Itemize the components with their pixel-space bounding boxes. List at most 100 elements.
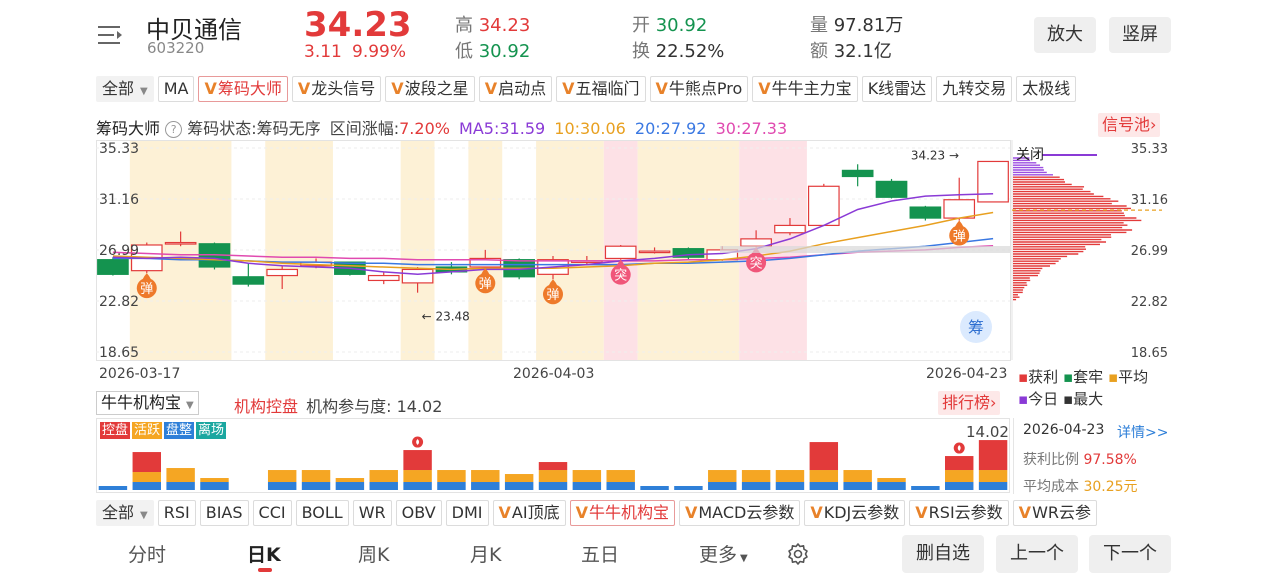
indicator-tab-3[interactable]: V波段之星 [385,76,474,102]
volume-band [720,246,1010,253]
signal-label: 突 [750,255,763,271]
signal-pool-button[interactable]: 信号池› [1098,113,1160,137]
next-stock-button[interactable]: 下一个 [1089,535,1171,573]
sub-indicator-tab-label: OBV [402,503,436,522]
signal-band [401,141,435,360]
indicator-tab-label: 筹码大师 [218,79,282,98]
tab-weekly[interactable]: 周K [358,540,389,567]
institution-bar-a [810,470,838,482]
sub-indicator-all-dropdown[interactable]: 全部 ▼ [96,500,154,526]
tab-intraday[interactable]: 分时 [128,540,166,567]
chevron-right-icon: › [1150,115,1156,134]
candle-down [98,260,128,275]
sub-indicator-tab-9[interactable]: VMACD云参数 [679,500,800,526]
candle-up [369,276,399,281]
tab-five-day[interactable]: 五日 [581,540,619,567]
indicator-tab-label: 牛牛主力宝 [772,79,852,98]
institution-bar-p [573,482,601,490]
gear-icon[interactable] [786,542,810,566]
institution-bar-a [403,470,431,482]
vip-icon: V [1019,503,1031,522]
sub-indicator-tab-1[interactable]: BIAS [200,500,249,526]
sub-indicator-tab-11[interactable]: VRSI云参数 [909,500,1008,526]
sub-indicator-tab-label: WR云参 [1032,503,1091,522]
avg-cost: 30.25元 [1083,479,1137,495]
legend-max: ▪最大 [1063,390,1103,408]
indicator-tab-1[interactable]: V筹码大师 [198,76,287,102]
indicator-tab-10[interactable]: 太极线 [1016,76,1076,102]
open-label: 开 [632,15,650,36]
institution-bar-k [403,450,431,470]
institution-bar-p [200,482,228,490]
detail-link[interactable]: 详情>> [1117,422,1168,442]
sub-indicator-tab-label: 牛牛机构宝 [589,503,669,522]
candle-up [809,186,839,225]
signal-band [265,141,333,360]
vip-icon: V [204,79,216,98]
indicator-tab-5[interactable]: V五福临门 [556,76,645,102]
indicator-tab-9[interactable]: 九转交易 [936,76,1012,102]
remove-watchlist-button[interactable]: 删自选 [902,535,984,573]
sub-indicator-tab-6[interactable]: DMI [446,500,489,526]
institution-bar-a [133,472,161,482]
tab-monthly[interactable]: 月K [470,540,501,567]
dropdown-triangle-icon: ▼ [140,510,148,521]
institution-chart[interactable] [96,418,1012,494]
institution-bar-p [674,486,702,490]
indicator-all-dropdown[interactable]: 全部 ▼ [96,76,154,102]
signal-label: 弹 [953,230,966,245]
institution-bar-p [505,482,533,490]
institution-bar-p [606,482,634,490]
sub-indicator-tab-4[interactable]: WR [353,500,392,526]
y-tick-right: 26.99 [1131,244,1168,259]
institution-bar-p [979,482,1007,490]
sub-indicator-tab-10[interactable]: VKDJ云参数 [804,500,905,526]
candle-down [876,181,906,197]
indicator-tab-4[interactable]: V启动点 [479,76,552,102]
institution-bar-k [539,462,567,470]
ranking-button[interactable]: 排行榜› [938,391,1000,415]
portrait-button[interactable]: 竖屏 [1109,17,1171,53]
signal-label: 突 [614,268,627,284]
sub-indicator-tab-8[interactable]: V牛牛机构宝 [570,500,675,526]
sub-indicator-tab-0[interactable]: RSI [158,500,196,526]
indicator-tab-8[interactable]: K线雷达 [862,76,933,102]
institution-bar-p [640,486,668,490]
zoom-button[interactable]: 放大 [1034,17,1096,53]
indicator-tab-2[interactable]: V龙头信号 [292,76,381,102]
tab-more[interactable]: 更多 ▼ [699,540,748,567]
sub-indicator-tab-2[interactable]: CCI [253,500,292,526]
institution-bar-a [505,474,533,482]
institution-bar-a [877,478,905,482]
open-value: 30.92 [656,15,708,36]
y-tick-right: 35.33 [1131,142,1168,157]
indicator-tab-6[interactable]: V牛熊点Pro [650,76,749,102]
low-value: 30.92 [479,41,531,62]
institution-bar-a [606,470,634,482]
price-change-pct: 9.99% [352,42,406,62]
price-change: 3.11 [304,42,342,62]
sub-indicator-tab-7[interactable]: VAI顶底 [493,500,566,526]
close-label: 关闭 [1016,147,1044,163]
turnover-label: 换 [632,41,650,62]
indicator-tab-label: 五福临门 [575,79,639,98]
institution-bar-p [911,486,939,490]
institution-bar-a [843,470,871,482]
dropdown-triangle-icon: ▼ [186,400,194,411]
sub-indicator-tab-5[interactable]: OBV [396,500,442,526]
volume-value: 97.81万 [834,15,904,36]
sub-indicator-tab-12[interactable]: VWR云参 [1013,500,1097,526]
help-icon[interactable]: ? [165,121,182,138]
menu-icon[interactable] [98,24,124,46]
sub-indicator-selector[interactable]: 牛牛机构宝 ▼ [96,391,199,415]
sub-indicator-tab-3[interactable]: BOLL [296,500,349,526]
indicator-tab-label: 九转交易 [942,79,1006,98]
indicator-tab-7[interactable]: V牛牛主力宝 [752,76,857,102]
sub-indicator-tab-label: WR [359,503,386,522]
high-label: 高 [455,15,473,36]
tab-daily[interactable]: 日K [247,540,281,567]
indicator-tab-0[interactable]: MA [158,76,195,102]
previous-stock-button[interactable]: 上一个 [996,535,1078,573]
kline-chart[interactable]: 弹弹弹突突弹34.23 →← 23.4835.3331.1626.9922.82… [96,140,1170,362]
low-marker: ← 23.48 [422,310,470,324]
